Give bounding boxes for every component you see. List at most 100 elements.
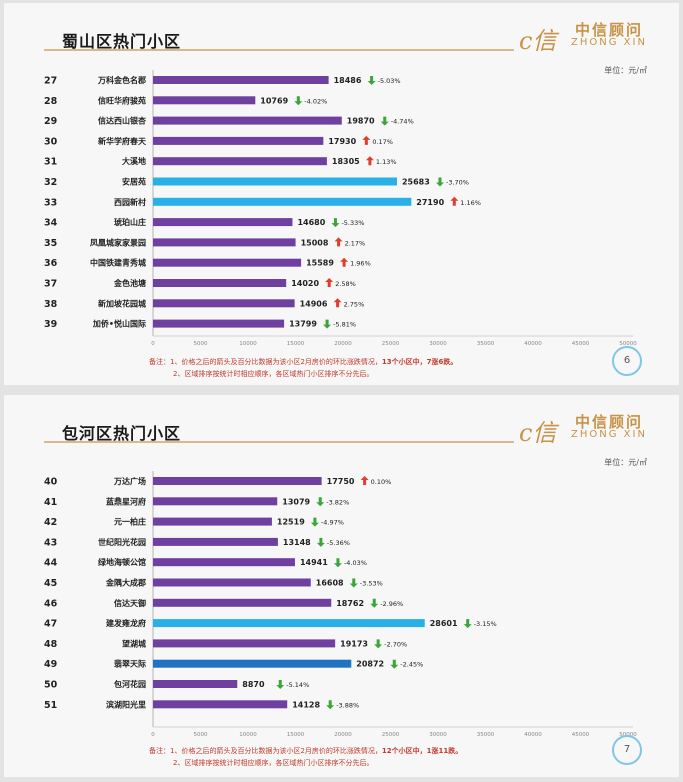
- bar: [153, 116, 342, 125]
- row-name-label: 大溪地: [122, 156, 146, 166]
- value-label: 18762: [336, 599, 364, 608]
- bar: [153, 598, 332, 607]
- pct-label: 0.17%: [372, 138, 393, 146]
- arrow-up-icon: [334, 237, 343, 247]
- bar: [153, 700, 288, 709]
- arrow-shape: [370, 598, 379, 608]
- zhongxin-logo: c信 中信顾问 ZHONG XIN: [519, 411, 659, 447]
- rank-label: 27: [44, 76, 57, 87]
- pct-label: -5.14%: [286, 681, 309, 689]
- value-label: 17750: [327, 477, 355, 486]
- arrow-shape: [323, 319, 332, 329]
- slide-title: 包河区热门小区: [62, 424, 182, 443]
- row-name-label: 信达天御: [114, 598, 146, 608]
- value-label: 19173: [340, 639, 368, 648]
- bar: [153, 258, 302, 267]
- value-label: 18486: [334, 76, 362, 85]
- arrow-shape: [390, 659, 399, 669]
- pct-label: 2.58%: [335, 280, 356, 288]
- logo-en-text: ZHONG XIN: [571, 429, 647, 440]
- arrow-shape: [331, 218, 340, 228]
- value-label: 17930: [328, 137, 356, 146]
- pct-label: -5.03%: [378, 77, 401, 85]
- bar: [153, 680, 238, 688]
- value-label: 19870: [347, 117, 375, 126]
- rank-label: 34: [44, 218, 58, 229]
- pct-label: 1.13%: [376, 158, 397, 166]
- arrow-down-icon: [333, 558, 342, 568]
- value-label: 28601: [430, 619, 458, 628]
- bar: [153, 197, 412, 206]
- arrow-shape: [435, 177, 444, 187]
- rank-label: 42: [44, 517, 57, 528]
- arrow-shape: [374, 639, 383, 649]
- pct-label: -4.74%: [391, 118, 414, 126]
- x-tick-label: 20000: [334, 732, 352, 738]
- arrow-shape: [325, 278, 334, 287]
- value-label: 13079: [282, 497, 310, 506]
- logo-en-text: ZHONG XIN: [571, 37, 647, 48]
- bar: [153, 537, 278, 546]
- logo-mark: c信: [519, 27, 557, 55]
- unit-label: 单位：元/㎡: [604, 66, 647, 75]
- arrow-shape: [316, 497, 325, 507]
- zhongxin-logo: c信 中信顾问 ZHONG XIN: [519, 19, 659, 55]
- row-name-label: 万科金色名郡: [97, 75, 146, 85]
- x-tick-label: 10000: [239, 732, 257, 738]
- rank-label: 31: [44, 157, 57, 168]
- note-line-2: 2、区域排序按统计时相应顺序，各区域热门小区排序不分先后。: [173, 759, 374, 767]
- pct-label: 1.96%: [350, 260, 371, 268]
- x-tick-label: 35000: [477, 732, 495, 738]
- x-tick-label: 15000: [287, 341, 305, 347]
- note-prefix: 备注：: [149, 747, 170, 755]
- bar: [153, 558, 295, 567]
- arrow-up-icon: [360, 476, 369, 485]
- row-name-label: 凤凰城家家景园: [90, 237, 146, 247]
- row-name-label: 蓝鼎星河府: [106, 496, 146, 506]
- note-line-1: 1、价格之后的箭头及百分比数据为该小区2月房价的环比涨跌情况，: [170, 747, 382, 755]
- bar: [153, 299, 295, 308]
- arrow-down-icon: [390, 659, 399, 669]
- bar: [153, 238, 296, 247]
- arrow-shape: [276, 680, 285, 689]
- footnote: 备注：1、价格之后的箭头及百分比数据为该小区2月房价的环比涨跌情况，12个小区中…: [149, 745, 462, 769]
- arrow-shape: [362, 135, 371, 145]
- note-highlight: 13个小区中，7涨6跌。: [381, 358, 458, 366]
- row-name-label: 滨湖阳光里: [106, 699, 146, 709]
- rank-label: 35: [44, 238, 57, 249]
- x-tick-label: 5000: [194, 732, 208, 738]
- pct-label: -2.96%: [380, 600, 403, 608]
- value-label: 18305: [332, 157, 360, 166]
- arrow-shape: [450, 196, 459, 206]
- row-name-label: 世纪阳光花园: [98, 537, 146, 547]
- note-line-1: 1、价格之后的箭头及百分比数据为该小区2月房价的环比涨跌情况，: [170, 358, 382, 366]
- value-label: 27190: [416, 198, 444, 207]
- pct-label: -4.97%: [321, 519, 344, 527]
- bar: [153, 319, 285, 328]
- arrow-down-icon: [349, 578, 358, 588]
- slide-title: 蜀山区热门小区: [62, 32, 182, 51]
- x-tick-label: 10000: [239, 341, 257, 347]
- arrow-shape: [310, 517, 319, 527]
- slide-baohe: 包河区热门小区 c信 中信顾问 ZHONG XIN 单位：元/㎡ 0 5000 10…: [4, 395, 679, 777]
- x-tick-label: 40000: [524, 341, 542, 347]
- row-name-label: 加侨•悦山国际: [92, 319, 146, 329]
- value-label: 8870: [242, 680, 265, 689]
- row-name-label: 信达西山银杏: [98, 116, 146, 126]
- pct-label: -3.82%: [326, 498, 349, 506]
- arrow-up-icon: [450, 196, 459, 206]
- bar: [153, 659, 352, 668]
- value-label: 14128: [292, 700, 320, 709]
- x-tick-label: 30000: [429, 341, 447, 347]
- pct-label: -3.70%: [446, 179, 469, 187]
- rank-label: 46: [44, 598, 58, 609]
- row-name-label: 元一柏庄: [114, 517, 146, 527]
- value-label: 20872: [356, 660, 384, 669]
- logo-cn-text: 中信顾问: [575, 413, 644, 431]
- x-tick-label: 30000: [429, 732, 447, 738]
- row-name-label: 金色池塘: [113, 278, 146, 288]
- x-tick-label: 45000: [572, 341, 590, 347]
- bar: [153, 619, 425, 628]
- pct-label: 2.17%: [345, 239, 366, 247]
- pct-label: -2.45%: [400, 661, 423, 669]
